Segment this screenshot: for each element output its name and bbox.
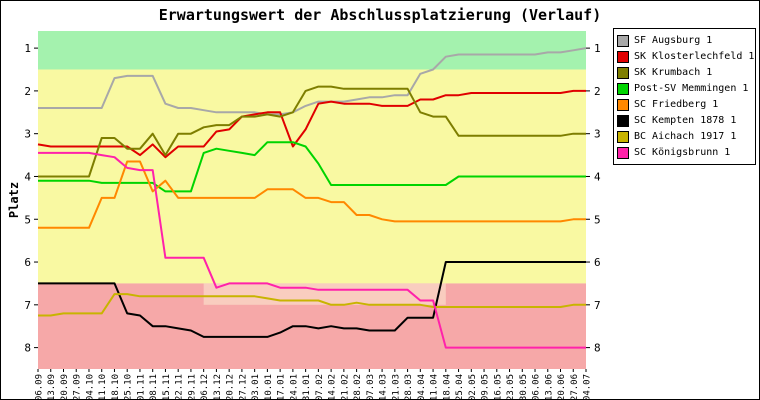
x-tick-label: 18.10 <box>111 374 121 400</box>
legend-color-swatch <box>617 34 629 47</box>
series-line-sc-friedberg-1 <box>38 160 586 229</box>
x-tick-label: 27.09 <box>73 374 83 400</box>
y-tick-label-right: 7 <box>594 299 601 312</box>
x-tick-label: 28.02 <box>353 374 363 400</box>
x-tick-label: 18.04 <box>442 374 452 400</box>
y-tick-label-left: 8 <box>24 342 31 355</box>
series-line-bc-aichach-1917-1 <box>38 293 586 317</box>
x-tick-label: 07.02 <box>315 374 325 400</box>
y-tick-label-left: 5 <box>24 213 31 226</box>
x-tick-label: 21.02 <box>340 374 350 400</box>
series-line-sk-krumbach-1 <box>38 85 586 178</box>
x-tick-label: 06.12 <box>200 374 210 400</box>
legend-item-sk-krumbach-1: SK Krumbach 1 <box>617 65 752 80</box>
x-tick-label: 06.06 <box>532 374 542 400</box>
y-tick-label-right: 5 <box>594 213 601 226</box>
x-tick-label: 14.02 <box>328 374 338 400</box>
x-tick-label: 03.01 <box>251 374 261 400</box>
x-tick-label: 31.01 <box>302 374 312 400</box>
legend-color-swatch <box>617 114 629 127</box>
x-tick-label: 15.11 <box>162 374 172 400</box>
x-tick-label: 14.03 <box>379 374 389 400</box>
legend-label: BC Aichach 1917 1 <box>634 131 737 142</box>
band-promotion <box>38 31 586 70</box>
y-tick-label-left: 6 <box>24 256 31 269</box>
legend-label: SC Königsbrunn 1 <box>634 147 731 158</box>
x-tick-label: 06.09 <box>35 374 45 400</box>
x-tick-label: 20.06 <box>557 374 567 400</box>
legend-item-sk-klosterlechfeld-1: SK Klosterlechfeld 1 <box>617 49 755 64</box>
x-tick-label: 13.06 <box>544 374 554 400</box>
y-tick-label-right: 3 <box>594 128 601 141</box>
legend-label: SK Krumbach 1 <box>634 67 713 78</box>
x-tick-label: 04.04 <box>417 374 427 400</box>
x-tick-label: 17.01 <box>277 374 287 400</box>
legend-label: SC Friedberg 1 <box>634 99 719 110</box>
legend-label: Post-SV Memmingen 1 <box>634 83 749 94</box>
legend-item-sc-kempten-1878-1: SC Kempten 1878 1 <box>617 113 752 128</box>
series-line-sf-augsburg-1 <box>38 47 587 116</box>
legend-label: SF Augsburg 1 <box>634 35 713 46</box>
series-line-post-sv-memmingen-1 <box>38 141 586 193</box>
x-tick-label: 30.05 <box>519 374 529 400</box>
x-tick-label: 13.12 <box>213 374 223 400</box>
x-tick-label: 08.11 <box>149 374 159 400</box>
x-tick-label: 02.05 <box>468 374 478 400</box>
x-tick-label: 27.12 <box>238 374 248 400</box>
x-tick-label: 11.04 <box>430 374 440 400</box>
x-tick-label: 24.01 <box>289 374 299 400</box>
legend-item-bc-aichach-1917-1: BC Aichach 1917 1 <box>617 129 752 144</box>
x-tick-label: 21.03 <box>391 374 401 400</box>
y-tick-label-right: 1 <box>594 42 601 55</box>
x-tick-label: 01.11 <box>136 374 146 400</box>
legend-color-swatch <box>617 50 629 63</box>
legend-item-sc-friedberg-1: SC Friedberg 1 <box>617 97 752 112</box>
legend: SF Augsburg 1 SK Klosterlechfeld 1 SK Krum… <box>613 28 756 165</box>
series-line-sc-kempten-1878-1 <box>38 261 586 338</box>
y-tick-label-right: 8 <box>594 342 601 355</box>
x-tick-label: 20.09 <box>60 374 70 400</box>
x-tick-label: 04.10 <box>85 374 95 400</box>
x-tick-label: 20.12 <box>226 374 236 400</box>
y-tick-label-right: 4 <box>594 170 601 183</box>
x-tick-label: 29.11 <box>187 374 197 400</box>
y-tick-label-right: 2 <box>594 85 601 98</box>
x-tick-label: 25.04 <box>455 374 465 400</box>
x-tick-label: 25.10 <box>124 374 134 400</box>
legend-item-sf-augsburg-1: SF Augsburg 1 <box>617 33 752 48</box>
legend-color-swatch <box>617 98 629 111</box>
x-tick-label: 07.03 <box>366 374 376 400</box>
x-tick-label: 23.05 <box>506 374 516 400</box>
y-tick-label-right: 6 <box>594 256 601 269</box>
series-line-sc-k-nigsbrunn-1 <box>38 151 586 349</box>
x-tick-label: 09.05 <box>481 374 491 400</box>
legend-item-post-sv-memmingen-1: Post-SV Memmingen 1 <box>617 81 752 96</box>
y-tick-label-left: 2 <box>24 85 31 98</box>
x-tick-label: 28.03 <box>404 374 414 400</box>
legend-color-swatch <box>617 66 629 79</box>
x-tick-label: 22.11 <box>175 374 185 400</box>
y-tick-label-left: 4 <box>24 170 31 183</box>
y-tick-label-left: 3 <box>24 128 31 141</box>
x-tick-label: 04.07 <box>583 374 593 400</box>
legend-color-swatch <box>617 146 629 159</box>
y-tick-label-left: 7 <box>24 299 31 312</box>
chart-title: Erwartungswert der Abschlussplatzierung … <box>158 6 602 24</box>
x-tick-label: 11.10 <box>98 374 108 400</box>
legend-label: SC Kempten 1878 1 <box>634 115 737 126</box>
x-tick-label: 27.06 <box>570 374 580 400</box>
legend-label: SK Klosterlechfeld 1 <box>634 51 755 62</box>
x-tick-label: 16.05 <box>493 374 503 400</box>
band-relegation-border <box>203 283 446 305</box>
y-tick-label-left: 1 <box>24 42 31 55</box>
legend-item-sc-k-nigsbrunn-1: SC Königsbrunn 1 <box>617 145 752 160</box>
legend-color-swatch <box>617 82 629 95</box>
x-tick-label: 10.01 <box>264 374 274 400</box>
legend-color-swatch <box>617 130 629 143</box>
x-tick-label: 13.09 <box>47 374 57 400</box>
